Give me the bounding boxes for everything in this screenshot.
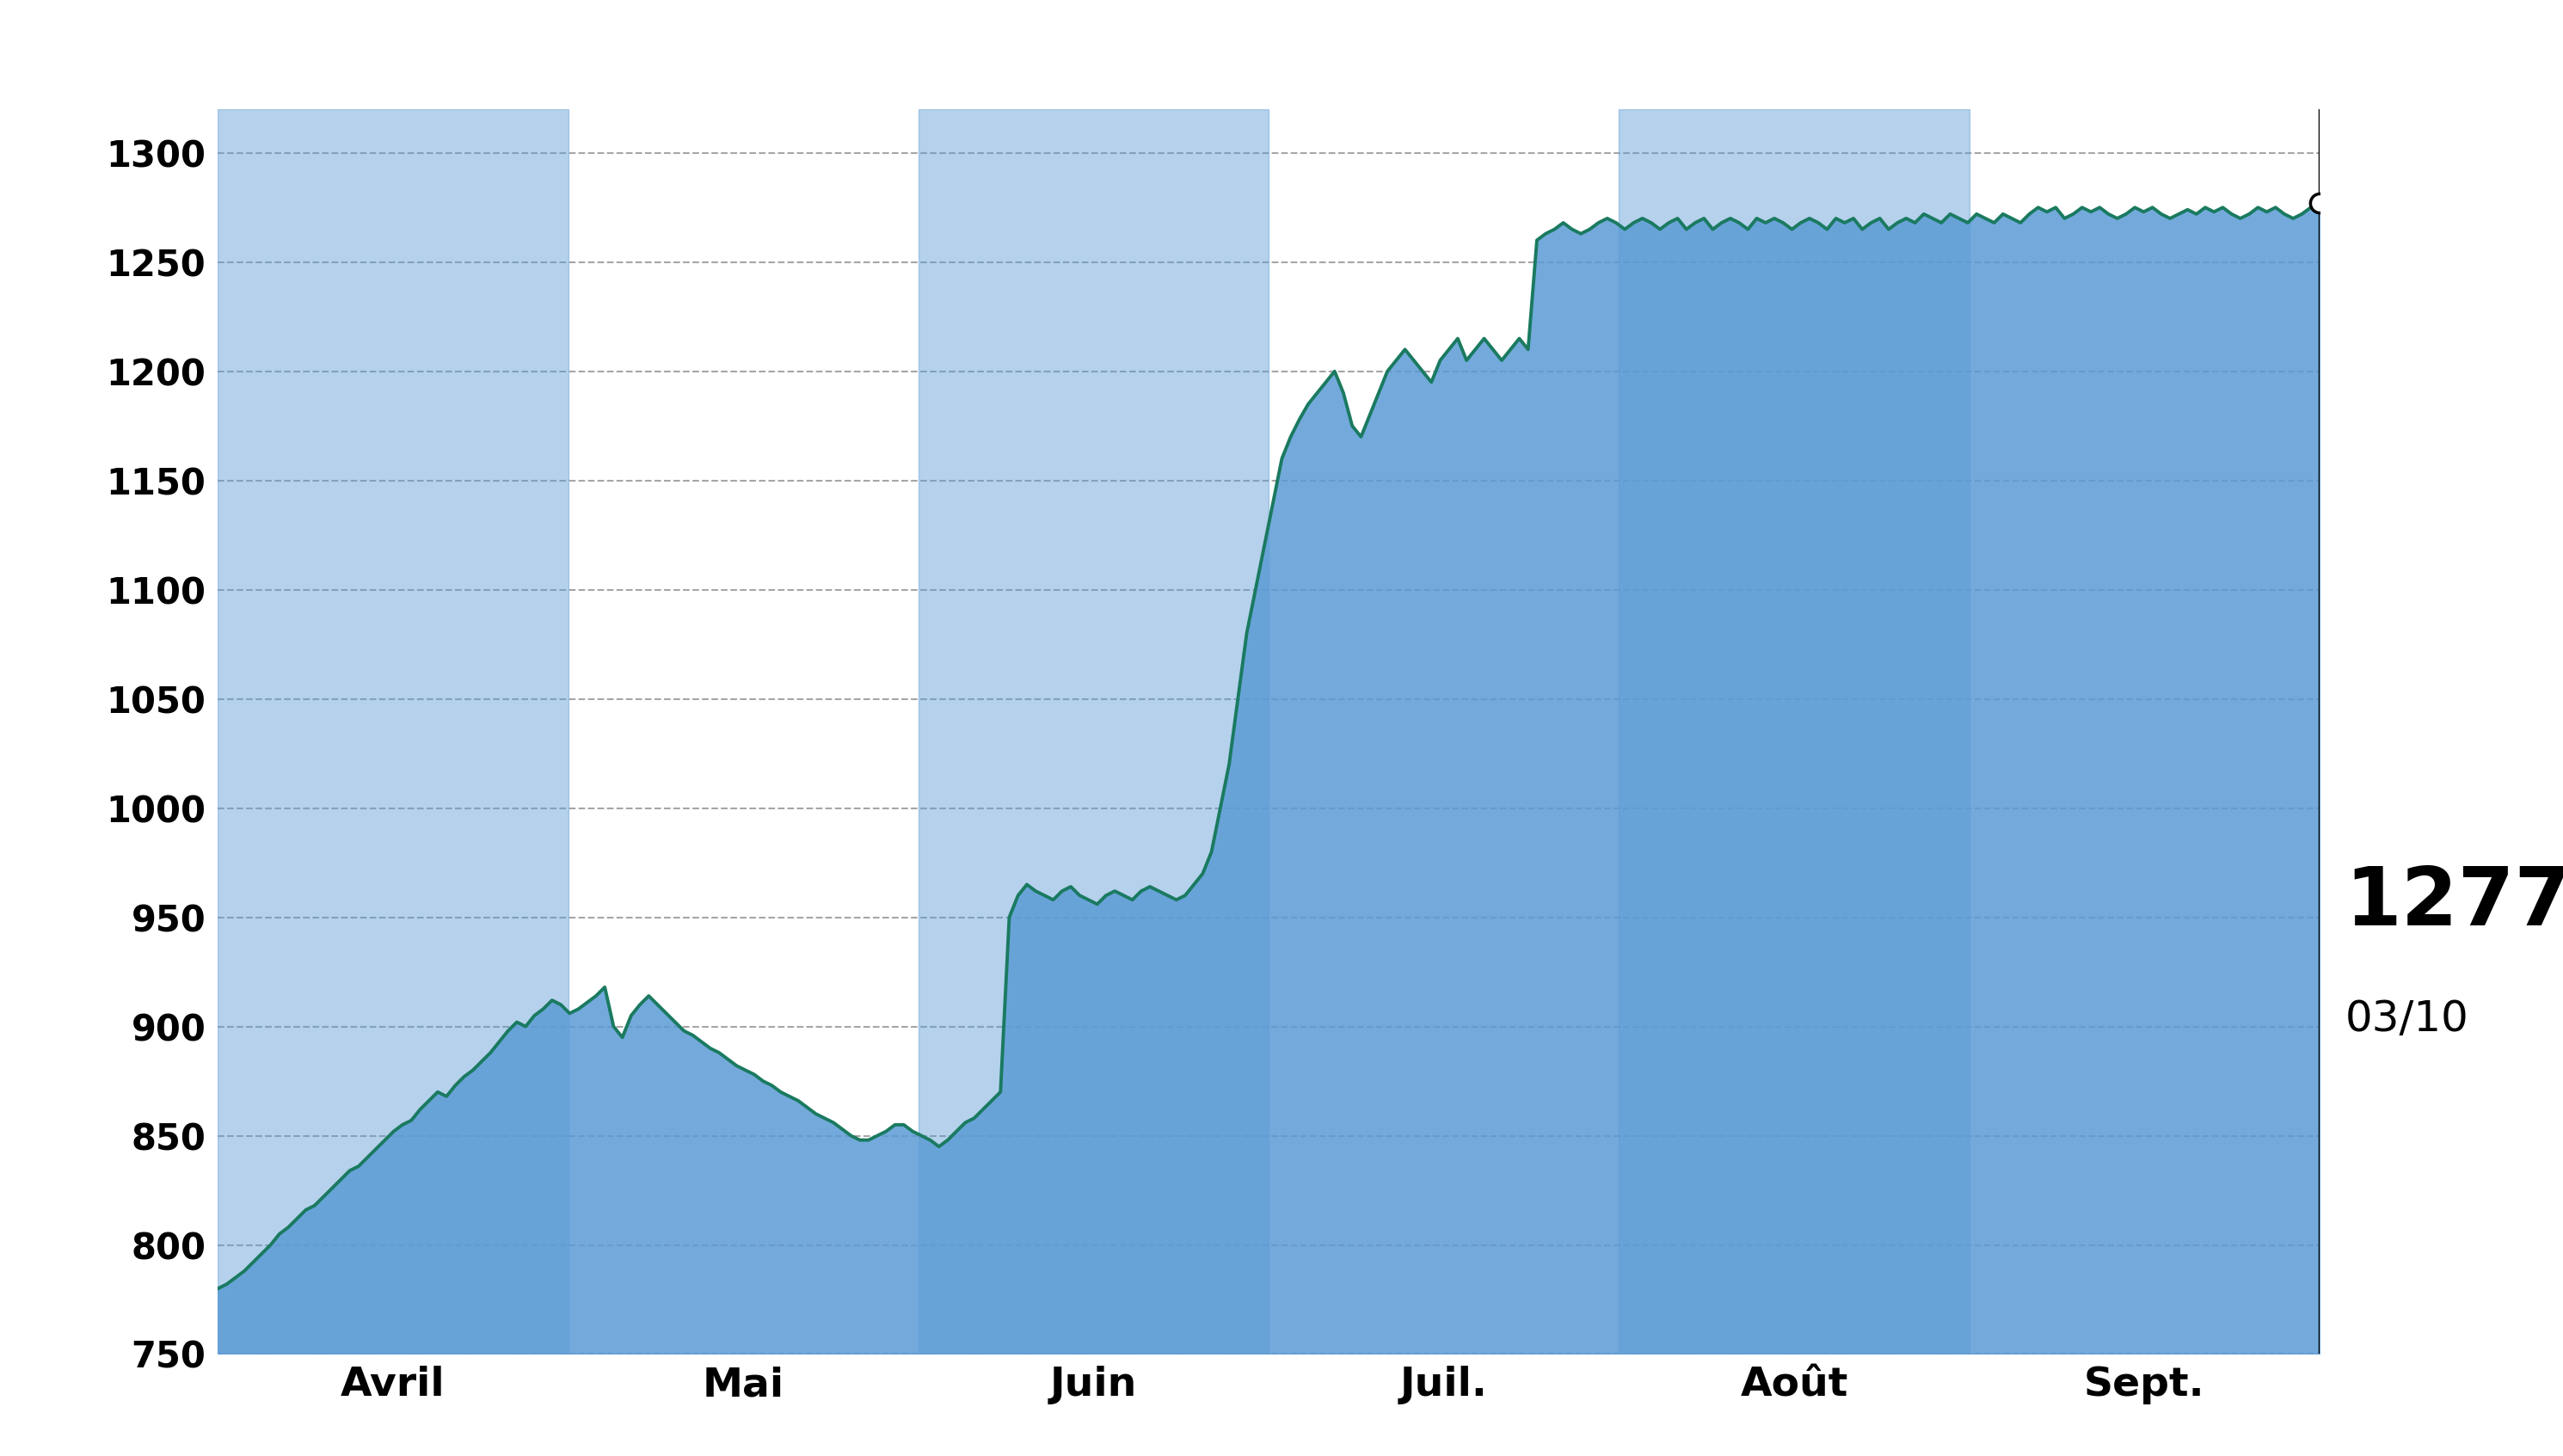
Text: 1277: 1277 [2345, 863, 2563, 942]
Text: Britvic PLC: Britvic PLC [1018, 6, 1545, 89]
Text: 03/10: 03/10 [2345, 999, 2468, 1040]
Bar [218, 109, 569, 1354]
Bar [1620, 109, 1968, 1354]
Bar [918, 109, 1269, 1354]
